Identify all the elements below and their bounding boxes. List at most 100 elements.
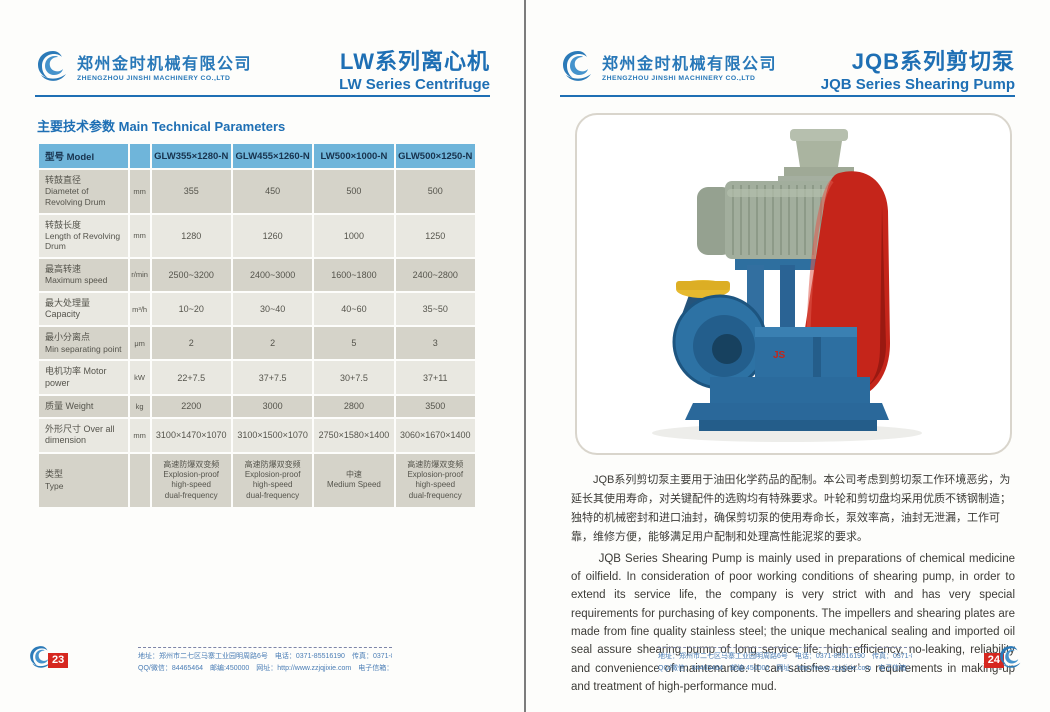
company-logo-icon — [1000, 646, 1021, 668]
row-value: 2 — [232, 327, 313, 360]
pump-volute — [672, 294, 768, 390]
row-label: 质量 Weight — [39, 395, 128, 417]
row-value: 450 — [232, 170, 313, 213]
footer-contact-line1: 地址：郑州市二七区马寨工业园明周路6号 电话：0371-85516190 传真：… — [658, 653, 912, 660]
row-label: 转鼓长度 Length of Revolving Drum — [39, 214, 128, 257]
row-value: 3 — [395, 327, 475, 360]
table-row: 质量 Weight kg 2200 3000 2800 3500 — [39, 395, 475, 417]
footer-contact-line2: QQ/微信：84465464 邮编:450000 网址：http://www.z… — [138, 664, 392, 672]
footer-contact-right: 地址：郑州市二七区马寨工业园明周路6号 电话：0371-85516190 传真：… — [658, 647, 912, 674]
row-value: 37+7.5 — [232, 361, 313, 394]
row-value: 30~40 — [232, 292, 313, 326]
page-number-badge: 23 — [48, 652, 69, 668]
table-row: 转鼓直径 Diametet of Revolving Drum mm 355 450 50… — [39, 170, 475, 213]
row-value: 2200 — [151, 395, 231, 417]
company-name-cn: 郑州金时机械有限公司 — [602, 56, 778, 73]
row-value: 高速防爆双变频 Explosion-proof high-speed dual-… — [395, 453, 475, 508]
company-logo: 郑州金时机械有限公司 ZHENGZHOU JINSHI MACHINERY CO… — [35, 50, 252, 82]
table-row: 转鼓长度 Length of Revolving Drum mm 1280 1260 10… — [39, 214, 475, 257]
row-value: 2750×1580×1400 — [314, 419, 394, 452]
footer-contact-line2: QQ/微信：84465464 邮编:450000 网址：http://www.z… — [658, 664, 912, 672]
bearing-frame: JS — [755, 327, 857, 379]
row-value: 2800 — [314, 395, 394, 417]
row-value: 3060×1670×1400 — [395, 419, 475, 452]
page-title-right: JQB系列剪切泵 JQB Series Shearing Pump — [821, 44, 1015, 93]
page-left: 郑州金时机械有限公司 ZHENGZHOU JINSHI MACHINERY CO… — [28, 44, 490, 674]
product-photo: JS — [575, 113, 1012, 455]
row-value: 高速防爆双变频 Explosion-proof high-speed dual-… — [151, 453, 231, 508]
footer-logo-left: 23 — [28, 645, 69, 669]
description-cn: JQB系列剪切泵主要用于油田化学药品的配制。本公司考虑到剪切泵工作环境恶劣，为延… — [571, 474, 1011, 543]
section-title: 主要技术参数 Main Technical Parameters — [37, 119, 286, 134]
model-column-header: GLW455×1260-N — [232, 144, 313, 168]
model-header-cell: 型号 Model — [39, 144, 128, 168]
parameters-table-header-row: 型号 Model GLW355×1280-N GLW455×1260-N LW500… — [39, 144, 475, 168]
parameters-table: 型号 Model GLW355×1280-N GLW455×1260-N LW500… — [37, 142, 477, 509]
row-unit: mm — [129, 419, 150, 452]
row-unit: kW — [129, 361, 150, 394]
table-row: 最小分离点 Min separating point μm 2 2 5 3 — [39, 327, 475, 360]
table-row: 类型 Type 高速防爆双变频 Explosion-proof high-speed… — [39, 453, 475, 508]
company-logo-icon — [38, 51, 66, 81]
row-value: 40~60 — [314, 292, 394, 326]
row-unit: mm — [129, 214, 150, 257]
row-value: 1280 — [151, 214, 231, 257]
row-value: 355 — [151, 170, 231, 213]
row-value: 10~20 — [151, 292, 231, 326]
page-title-cn: JQB系列剪切泵 — [851, 49, 1015, 74]
model-column-header: GLW500×1250-N — [395, 144, 475, 168]
base — [685, 377, 889, 431]
row-value: 5 — [314, 327, 394, 360]
row-value: 3100×1470×1070 — [151, 419, 231, 452]
row-value: 37+11 — [395, 361, 475, 394]
shearing-pump-illustration: JS — [652, 129, 922, 442]
page-title-en: LW Series Centrifuge — [339, 76, 490, 93]
row-value: 3100×1500×1070 — [232, 419, 313, 452]
company-logo: 郑州金时机械有限公司 ZHENGZHOU JINSHI MACHINERY CO… — [560, 50, 777, 82]
footer-logo-right: 24 — [983, 645, 1024, 669]
company-name-en: ZHENGZHOU JINSHI MACHINERY CO.,LTD — [602, 75, 756, 82]
row-value: 1000 — [314, 214, 394, 257]
row-label: 转鼓直径 Diametet of Revolving Drum — [39, 170, 128, 213]
row-unit: μm — [129, 327, 150, 360]
row-label: 电机功率 Motor power — [39, 361, 128, 394]
row-value: 2400~3000 — [232, 259, 313, 291]
table-row: 最高转速 Maximum speed r/min 2500~3200 2400~3000… — [39, 259, 475, 291]
row-value: 高速防爆双变频 Explosion-proof high-speed dual-… — [232, 453, 313, 508]
row-value: 500 — [314, 170, 394, 213]
parameters-table-body: 转鼓直径 Diametet of Revolving Drum mm 355 450 50… — [39, 170, 475, 508]
description-en: JQB Series Shearing Pump is mainly used … — [571, 552, 1015, 694]
row-value: 1250 — [395, 214, 475, 257]
row-value: 中速 Medium Speed — [314, 453, 394, 508]
row-value: 2 — [151, 327, 231, 360]
row-unit: mm — [129, 170, 150, 213]
table-row: 最大处理量 Capacity m³/h 10~20 30~40 40~60 35~50 — [39, 292, 475, 326]
page-title-en: JQB Series Shearing Pump — [820, 76, 1015, 93]
model-column-header: LW500×1000-N — [314, 144, 394, 168]
row-value: 2500~3200 — [151, 259, 231, 291]
row-label: 外形尺寸 Over all dimension — [39, 419, 128, 452]
company-name-cn: 郑州金时机械有限公司 — [77, 56, 253, 73]
unit-header-cell — [129, 144, 150, 168]
footer-contact-line1: 地址：郑州市二七区马寨工业园明周路6号 电话：0371-85516190 传真：… — [138, 653, 392, 660]
row-value: 1600~1800 — [314, 259, 394, 291]
row-value: 30+7.5 — [314, 361, 394, 394]
row-value: 1260 — [232, 214, 313, 257]
row-label: 类型 Type — [39, 453, 128, 508]
row-label: 最大处理量 Capacity — [39, 292, 128, 326]
company-logo-icon — [30, 646, 51, 668]
header-rule — [35, 95, 490, 97]
row-value: 35~50 — [395, 292, 475, 326]
table-row: 外形尺寸 Over all dimension mm 3100×1470×1070 3… — [39, 419, 475, 452]
motor — [697, 181, 841, 259]
row-unit: kg — [129, 395, 150, 417]
page-number-badge: 24 — [983, 652, 1004, 668]
table-row: 电机功率 Motor power kW 22+7.5 37+7.5 30+7.5 37+1… — [39, 361, 475, 394]
page-right: 郑州金时机械有限公司 ZHENGZHOU JINSHI MACHINERY CO… — [525, 0, 1050, 712]
company-name-en: ZHENGZHOU JINSHI MACHINERY CO.,LTD — [77, 75, 231, 82]
model-column-header: GLW355×1280-N — [151, 144, 231, 168]
header-rule — [560, 95, 1015, 97]
footer-contact-left: 地址：郑州市二七区马寨工业园明周路6号 电话：0371-85516190 传真：… — [138, 647, 392, 674]
page-title-left: LW系列离心机 LW Series Centrifuge — [339, 44, 490, 93]
